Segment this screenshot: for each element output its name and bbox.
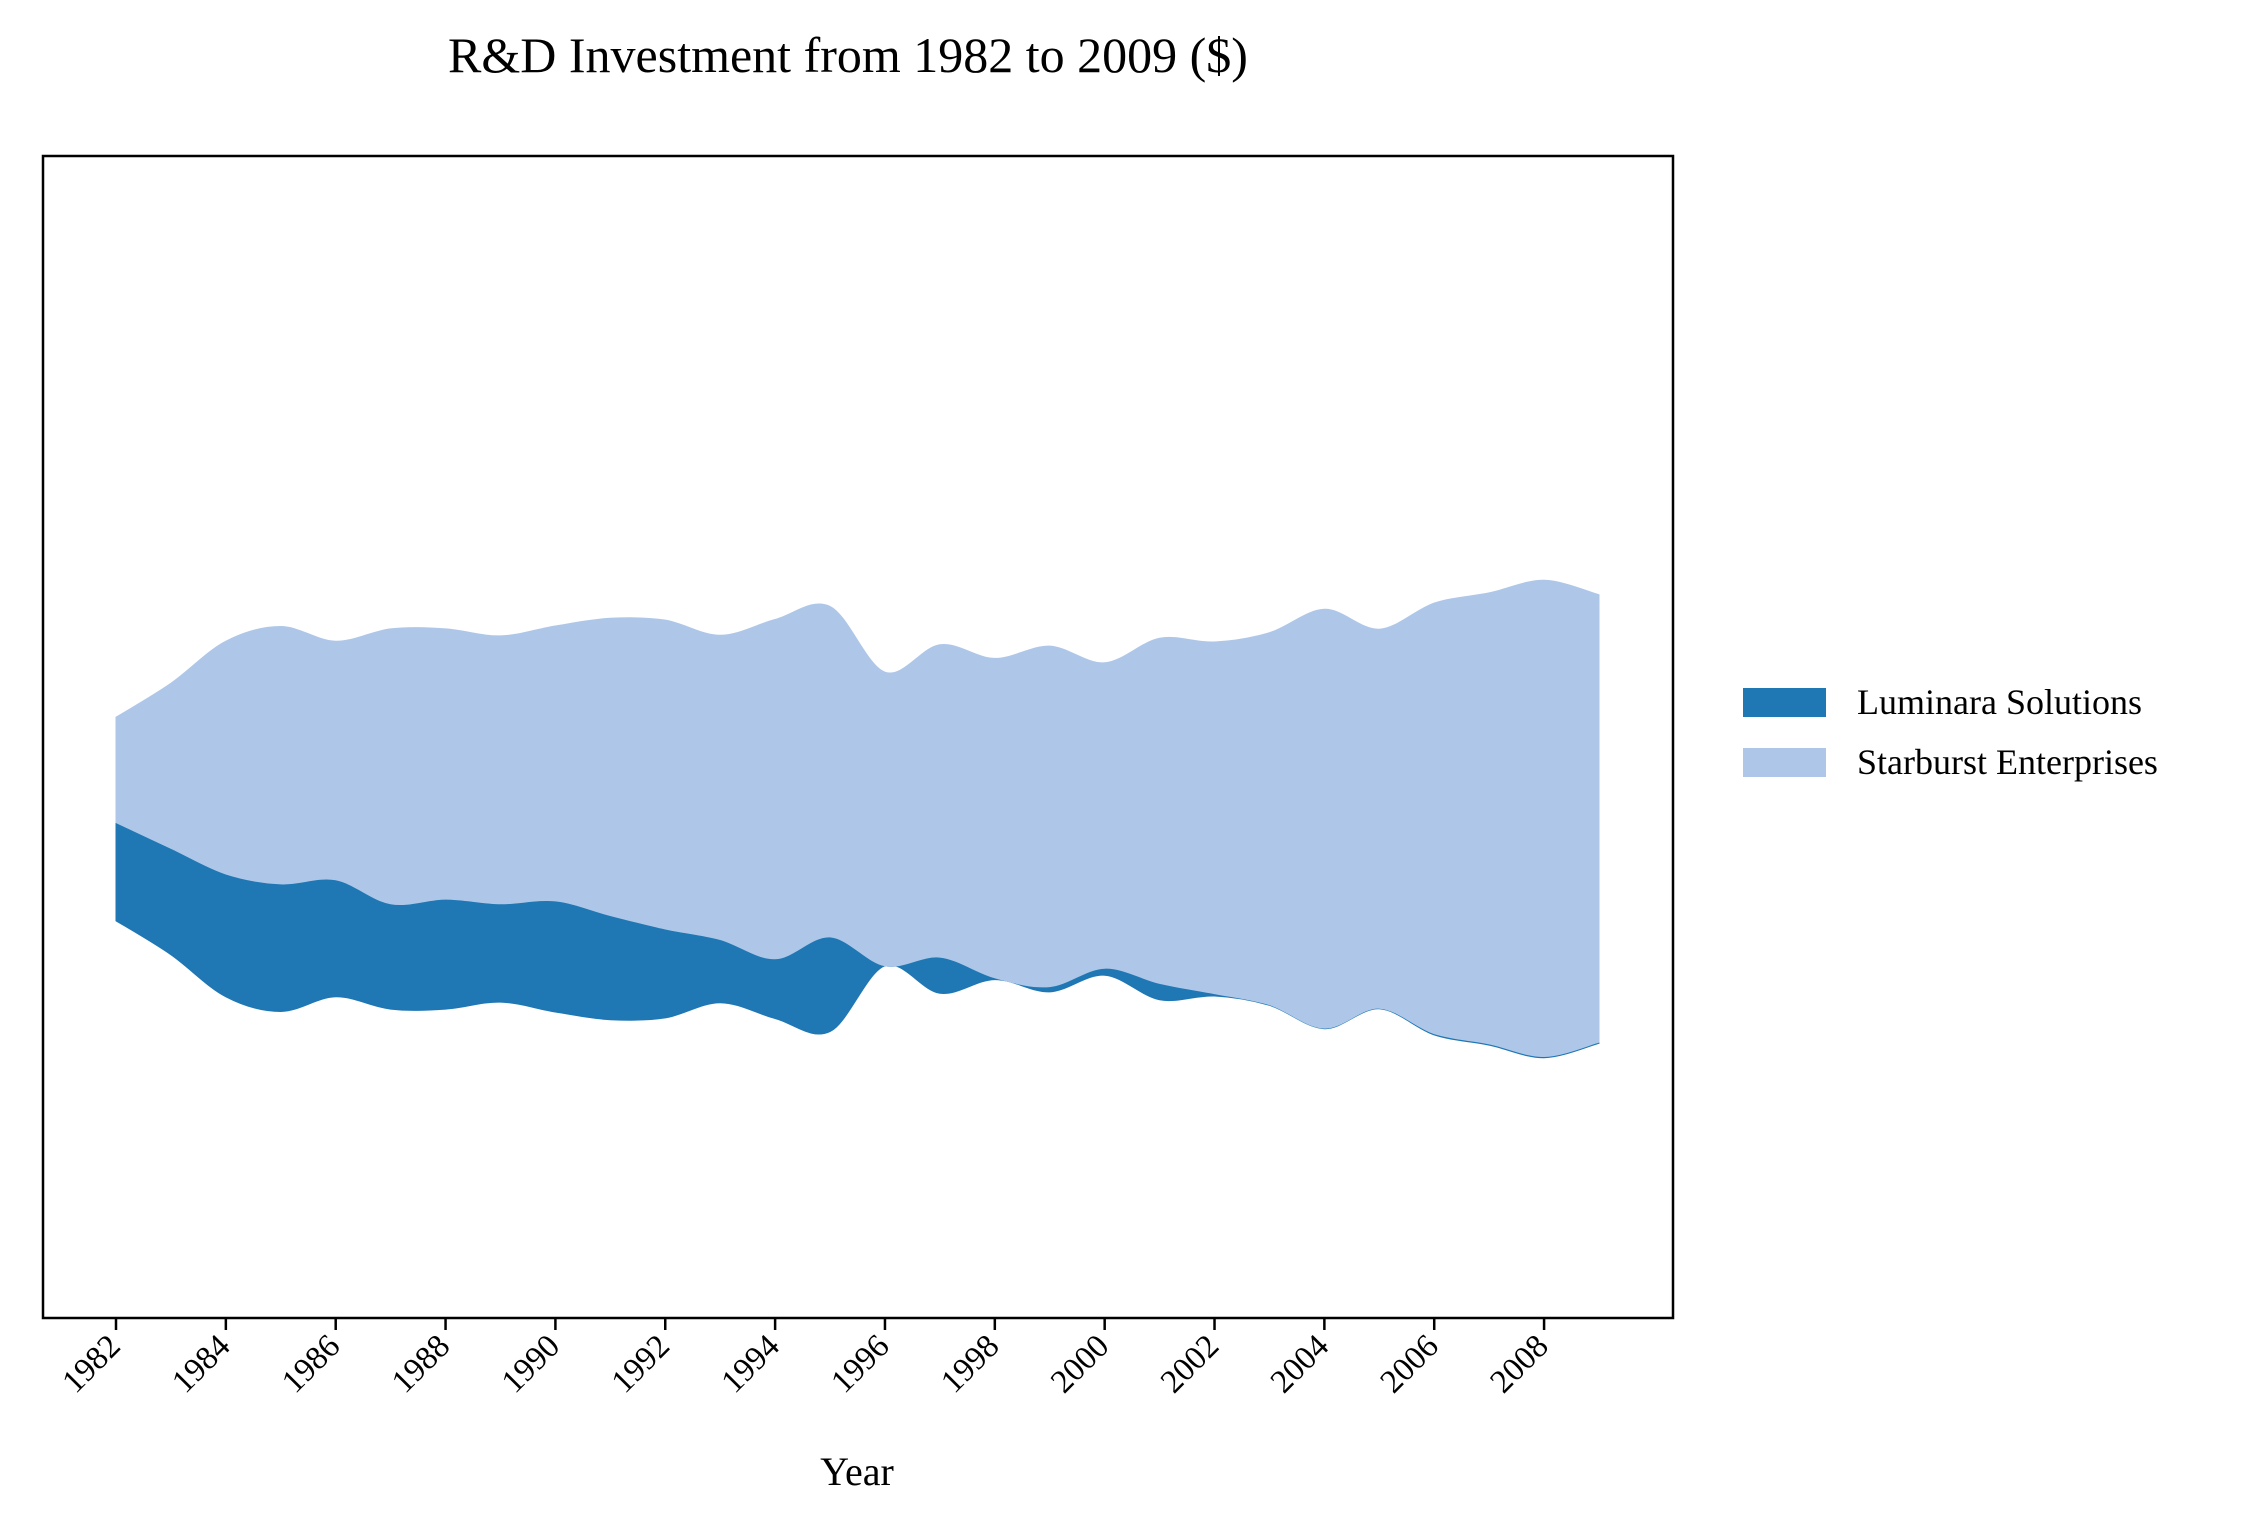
chart-title: R&D Investment from 1982 to 2009 ($) [448, 27, 1248, 83]
x-tick-label: 1996 [824, 1328, 896, 1400]
x-tick-label: 1988 [385, 1328, 457, 1400]
x-tick-label: 2004 [1264, 1328, 1336, 1400]
x-axis-label: Year [820, 1449, 894, 1494]
legend-swatch [1743, 688, 1826, 717]
x-tick-label: 1990 [495, 1328, 567, 1400]
x-tick-label: 1994 [715, 1328, 787, 1400]
x-tick-label: 1992 [605, 1328, 677, 1400]
x-tick-label: 2000 [1044, 1328, 1116, 1400]
legend-swatch [1743, 748, 1826, 777]
x-tick-label: 1998 [934, 1328, 1006, 1400]
x-tick-label: 1982 [56, 1328, 128, 1400]
x-tick-label: 2008 [1484, 1328, 1556, 1400]
x-tick-label: 1986 [275, 1328, 347, 1400]
x-tick-label: 2002 [1154, 1328, 1226, 1400]
x-tick-label: 1984 [165, 1328, 237, 1400]
plot-area [115, 579, 1600, 1059]
stream-series-starburst-enterprises [115, 579, 1600, 1058]
legend: Luminara Solutions Starburst Enterprises [1743, 682, 2158, 782]
legend-label: Luminara Solutions [1857, 682, 2142, 722]
legend-label: Starburst Enterprises [1857, 742, 2158, 782]
x-tick-label: 2006 [1374, 1328, 1446, 1400]
plot-frame [41, 154, 1675, 1320]
x-axis: 1982 1984 1986 1988 1990 1992 1994 1996 1998 2000… [56, 1318, 1556, 1400]
